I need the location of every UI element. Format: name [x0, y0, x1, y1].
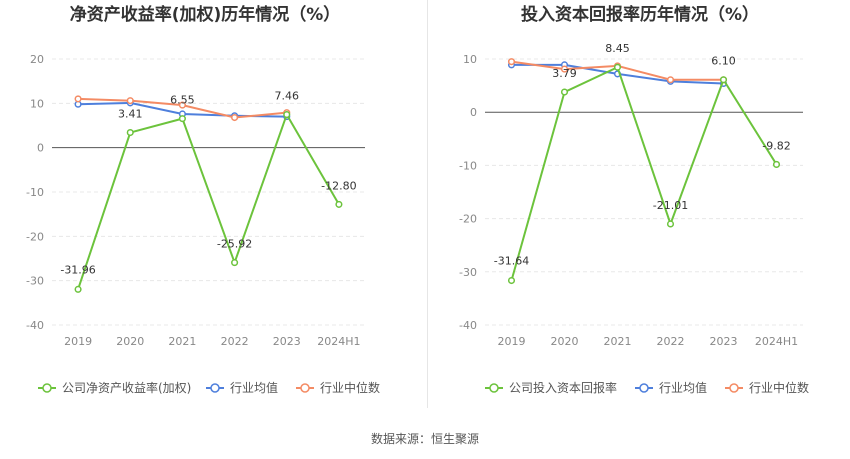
- y-tick-label: -10: [26, 186, 44, 199]
- y-tick-label: 10: [463, 53, 477, 66]
- data-point: [772, 160, 781, 168]
- data-label: -21.01: [653, 199, 688, 212]
- data-point: [666, 76, 675, 84]
- data-point: [126, 128, 134, 137]
- x-tick-label: 2019: [498, 335, 526, 348]
- legend-swatch-marker: [300, 383, 310, 393]
- y-tick-label: -30: [26, 275, 44, 288]
- x-tick-label: 2023: [710, 335, 738, 348]
- chart-title: 投入资本回报率历年情况（%）: [521, 4, 759, 25]
- series-line: [510, 65, 778, 281]
- data-label: 3.41: [118, 108, 143, 121]
- data-point: [666, 220, 675, 228]
- data-label: 6.10: [711, 55, 736, 68]
- legend-swatch-marker: [210, 383, 220, 393]
- chart-title: 净资产收益率(加权)历年情况（%）: [70, 4, 341, 25]
- x-tick-label: 2021: [168, 335, 196, 348]
- roic-chart: 投入资本回报率历年情况（%） 10 0 -10 -20 -30 -40 2019 2020 20…: [459, 4, 809, 395]
- legend-label: 行业均值: [659, 380, 707, 395]
- y-tick-label: 0: [37, 142, 44, 155]
- y-tick-label: -10: [459, 159, 477, 172]
- series-line: [77, 112, 340, 290]
- data-label: -31.96: [60, 263, 95, 276]
- x-tick-label: 2024H1: [317, 335, 360, 348]
- data-point: [507, 276, 516, 285]
- x-tick-label: 2023: [273, 335, 301, 348]
- legend-label: 行业均值: [230, 380, 278, 395]
- data-point: [126, 97, 134, 105]
- data-label: -9.82: [762, 139, 790, 152]
- x-tick-label: 2019: [64, 335, 92, 348]
- data-point: [283, 111, 291, 119]
- y-tick-label: -20: [459, 213, 477, 226]
- legend-label: 行业中位数: [320, 380, 380, 395]
- legend-label: 公司净资产收益率(加权): [62, 380, 191, 395]
- data-point: [719, 76, 728, 84]
- data-point: [231, 113, 239, 122]
- data-label: -31.64: [494, 255, 529, 268]
- data-point: [613, 63, 622, 71]
- data-label: 3.79: [552, 67, 577, 80]
- data-point: [74, 95, 82, 103]
- data-label: 7.46: [275, 90, 300, 103]
- x-tick-label: 2024H1: [755, 335, 798, 348]
- source-footer: 数据来源：恒生聚源: [371, 431, 479, 446]
- legend-swatch-marker: [489, 383, 499, 393]
- y-tick-label: -40: [459, 319, 477, 332]
- data-label: 8.45: [605, 42, 630, 55]
- legend-label: 行业中位数: [749, 380, 809, 395]
- y-tick-label: -30: [459, 266, 477, 279]
- data-label: 6.55: [170, 94, 195, 107]
- data-point: [507, 58, 516, 66]
- legend-swatch-marker: [639, 383, 649, 393]
- x-tick-label: 2022: [657, 335, 685, 348]
- data-point: [178, 101, 186, 109]
- data-point: [178, 115, 186, 123]
- legend-label: 公司投入资本回报率: [509, 380, 617, 395]
- x-tick-label: 2022: [221, 335, 249, 348]
- y-tick-label: 0: [470, 106, 477, 119]
- data-point: [231, 259, 239, 267]
- x-tick-label: 2020: [116, 335, 144, 348]
- legend-swatch-marker: [729, 383, 739, 393]
- data-point: [335, 200, 343, 208]
- data-point: [560, 65, 569, 73]
- y-tick-label: -40: [26, 319, 44, 332]
- y-tick-label: 20: [30, 53, 44, 66]
- roe-chart: 净资产收益率(加权)历年情况（%） 20 10 0 -10 -20 -30 -40 2019 2…: [26, 4, 380, 395]
- legend-swatch-marker: [42, 383, 52, 393]
- data-point: [74, 285, 82, 293]
- data-point: [560, 88, 569, 96]
- data-label: -25.92: [217, 238, 252, 251]
- y-tick-label: 10: [30, 97, 44, 110]
- x-tick-label: 2021: [604, 335, 632, 348]
- x-tick-label: 2020: [551, 335, 579, 348]
- y-tick-label: -20: [26, 230, 44, 243]
- chart-divider: [427, 0, 428, 408]
- data-label: -12.80: [321, 179, 356, 192]
- source-note: 数据来源：恒生聚源: [371, 431, 479, 446]
